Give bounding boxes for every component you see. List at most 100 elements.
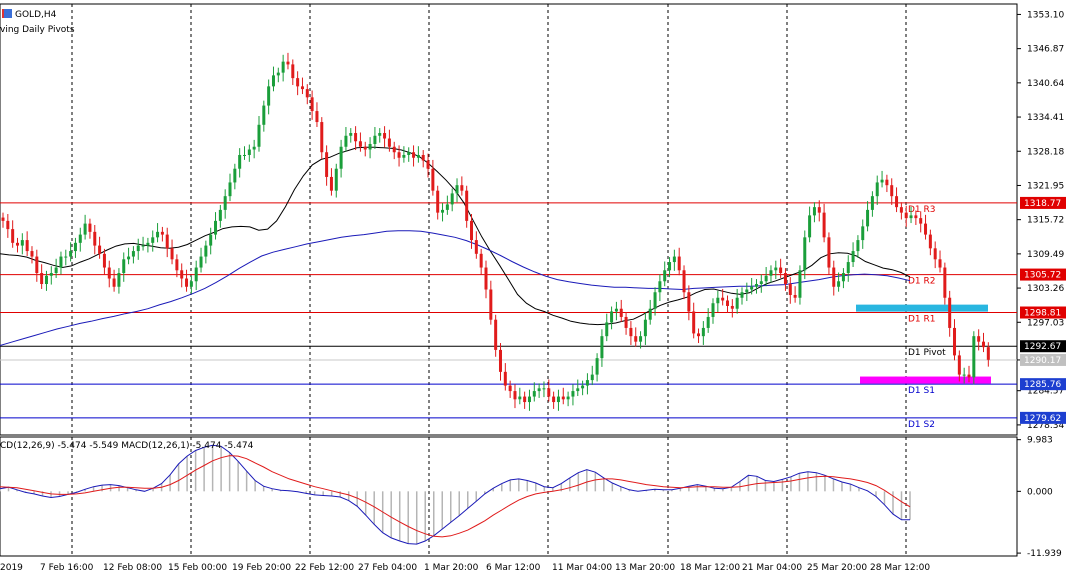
candle-body: [561, 396, 565, 400]
candle-body: [682, 270, 686, 293]
candle-body: [754, 284, 758, 287]
candle-body: [373, 135, 377, 145]
price-tick-label: 1334.41: [1027, 113, 1064, 123]
candle-body: [160, 231, 164, 235]
candle-body: [711, 303, 715, 317]
candle-body: [484, 267, 488, 290]
candle-body: [20, 240, 24, 246]
candle-body: [431, 168, 435, 191]
candle-body: [899, 207, 903, 213]
candle-body: [527, 396, 531, 403]
candle-body: [494, 319, 498, 350]
candle-body: [310, 97, 314, 112]
candle-body: [619, 308, 623, 317]
candle-body: [542, 388, 546, 390]
candle-body: [812, 207, 816, 216]
candle-body: [291, 64, 295, 79]
candle-body: [822, 212, 826, 238]
candle-body: [358, 141, 362, 147]
candle-body: [706, 316, 710, 328]
candle-body: [909, 215, 913, 219]
candle-body: [214, 220, 218, 235]
candle-body: [663, 270, 667, 282]
candle-body: [875, 182, 879, 197]
candle-body: [571, 391, 575, 397]
candle-body: [774, 267, 778, 271]
pivot-price-tag: [1020, 268, 1066, 281]
candle-body: [407, 152, 411, 155]
candle-body: [890, 185, 894, 197]
macd-plot-border: [0, 436, 1018, 557]
candle-body: [832, 267, 836, 287]
candle-body: [726, 300, 729, 306]
candle-body: [368, 144, 372, 150]
candle-body: [547, 388, 551, 397]
candle-body: [716, 297, 720, 304]
candle-body: [634, 336, 638, 342]
pivot-price-text: 1298.81: [1024, 309, 1061, 319]
candle-body: [595, 358, 599, 375]
candle-body: [783, 273, 787, 285]
time-label: 11 Mar 04:00: [552, 563, 612, 573]
pivot-label: D1 Pivot: [908, 348, 946, 358]
candle-body: [209, 234, 213, 246]
candle-body: [305, 89, 309, 98]
candle-body: [455, 185, 459, 194]
candle-body: [436, 190, 440, 213]
price-tick-label: 1284.57: [1027, 387, 1064, 397]
candle-body: [262, 105, 266, 125]
candle-body: [296, 78, 300, 87]
macd-tick-label: 0.000: [1027, 487, 1053, 497]
macd-tick-label: 9.983: [1027, 436, 1053, 446]
candle-body: [276, 72, 280, 76]
candle-body: [387, 138, 391, 147]
candle-body: [445, 204, 449, 210]
time-label: 25 Mar 20:00: [807, 563, 867, 573]
candle-body: [450, 193, 454, 205]
time-label: 18 Mar 12:00: [680, 563, 740, 573]
time-label: 13 Mar 20:00: [615, 563, 675, 573]
candle-body: [49, 273, 53, 276]
candle-body: [687, 292, 691, 312]
candle-body: [895, 196, 899, 208]
time-label: 6 Mar 12:00: [486, 563, 541, 573]
price-tick-label: 1303.26: [1027, 284, 1064, 294]
macd-main-line: [0, 444, 910, 545]
candle-body: [846, 262, 850, 274]
pivot-price-tag: [1020, 411, 1066, 424]
pivot-price-text: 1305.72: [1024, 271, 1061, 281]
moving-averages: [0, 146, 911, 346]
candle-body: [581, 385, 585, 389]
candle-body: [629, 327, 633, 337]
candle-body: [576, 388, 580, 392]
candle-body: [199, 256, 203, 268]
time-label: 2019: [0, 563, 23, 573]
current-price-text: 1290.17: [1024, 356, 1061, 366]
candle-body: [170, 248, 174, 260]
candle-body: [320, 122, 324, 153]
candle-body: [397, 152, 401, 158]
candle-body: [479, 253, 483, 268]
chart-menu-icon[interactable]: [2, 9, 12, 18]
candle-body: [180, 270, 184, 279]
candle-body: [851, 251, 855, 263]
pivot-price-text: 1318.77: [1024, 199, 1061, 209]
candle-body: [948, 297, 952, 328]
candle-body: [339, 146, 343, 169]
candle-body: [793, 294, 797, 298]
candle-body: [156, 231, 160, 238]
main-plot-border: [0, 3, 1018, 436]
candle-body: [861, 226, 865, 241]
candle-body: [672, 256, 676, 263]
candle-body: [223, 196, 227, 210]
pivot-price-tag: [1020, 306, 1066, 319]
candle-body: [73, 242, 77, 252]
candle-body: [837, 281, 841, 287]
candle-body: [856, 240, 860, 252]
moving-average-fast: [0, 146, 911, 326]
candle-body: [1, 217, 5, 221]
candle-body: [600, 336, 604, 359]
candle-body: [402, 154, 406, 158]
candle-body: [238, 154, 242, 169]
